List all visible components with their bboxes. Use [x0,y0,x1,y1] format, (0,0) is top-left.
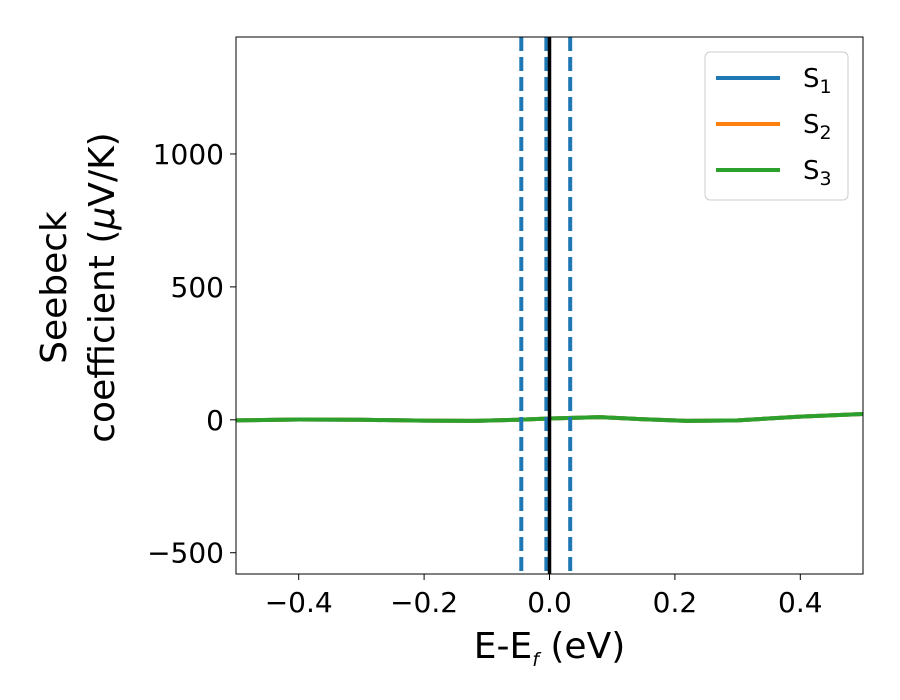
legend-label-s2: S2 [803,110,832,144]
x-axis-label: E-Ef (eV) [474,626,626,671]
x-tick-label: −0.4 [265,586,333,619]
y-axis-label-line1: Seebeck [34,211,75,364]
x-tick-label: 0.0 [527,586,572,619]
legend-label-s3: S3 [803,156,832,190]
legend: S1 S2 S3 [704,51,849,201]
y-axis-label-line2: coefficient (μV/K) [82,132,123,442]
y-axis-label: Seebeck coefficient (μV/K) [34,132,123,442]
y-tick-label: −500 [147,537,224,570]
legend-label-s1: S1 [803,64,832,98]
x-tick-label: 0.2 [653,586,698,619]
x-tick-label: 0.4 [778,586,823,619]
x-tick-label: −0.2 [390,586,458,619]
y-tick-label: 1000 [153,138,224,171]
y-tick-label: 0 [206,404,224,437]
y-tick-label: 500 [171,271,224,304]
